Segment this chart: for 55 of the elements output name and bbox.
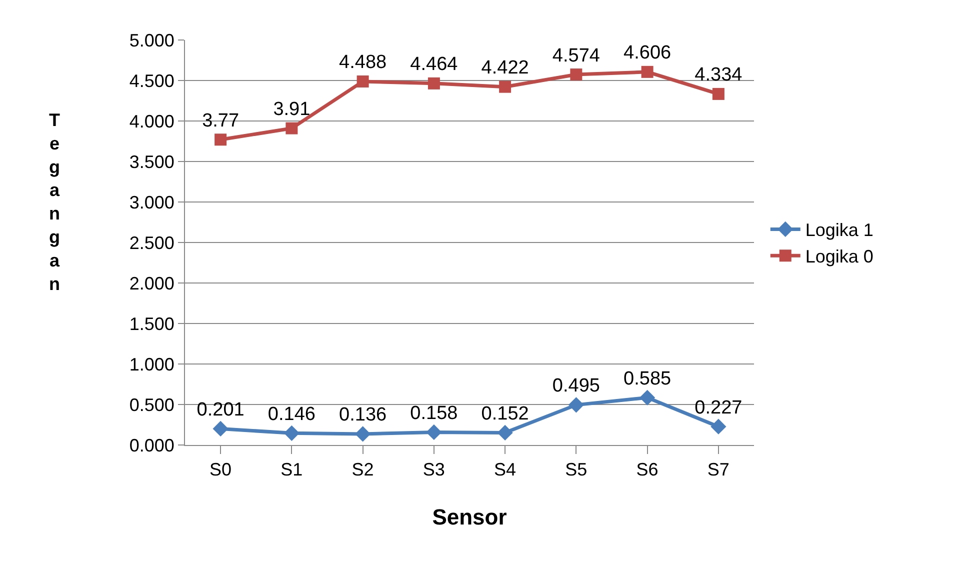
y-axis-title: Tegangan xyxy=(49,110,60,294)
point xyxy=(499,80,512,93)
point xyxy=(356,75,369,88)
point xyxy=(428,77,440,90)
y-tick-label: 2.000 xyxy=(129,273,174,294)
x-tick-label: S5 xyxy=(565,460,588,480)
point xyxy=(497,424,513,440)
point xyxy=(286,122,298,134)
data-label: 4.334 xyxy=(694,64,743,86)
data-label: 0.495 xyxy=(552,376,600,397)
data-label: 0.136 xyxy=(339,404,387,426)
legend-label: Logika 1 xyxy=(805,220,874,240)
data-label: 0.158 xyxy=(410,402,458,424)
data-label: 0.585 xyxy=(624,368,672,390)
data-label: 0.201 xyxy=(196,399,244,420)
point xyxy=(568,397,584,413)
data-label: 0.152 xyxy=(481,403,529,424)
y-tick-label: 4.500 xyxy=(129,70,174,91)
y-tick-label: 0.000 xyxy=(129,435,174,456)
x-tick-label: S4 xyxy=(494,460,516,480)
data-label: 3.77 xyxy=(202,110,240,132)
data-label: 0.146 xyxy=(268,404,316,425)
x-tick-label: S0 xyxy=(210,460,232,480)
data-label: 4.488 xyxy=(339,52,387,74)
y-tick-label: 1.000 xyxy=(129,354,174,374)
point xyxy=(710,418,726,434)
x-axis-title: Sensor xyxy=(432,504,508,530)
point xyxy=(570,68,582,81)
data-label: 4.574 xyxy=(552,45,600,66)
x-tick-label: S7 xyxy=(707,460,730,480)
x-tick-label: S1 xyxy=(280,460,303,480)
point xyxy=(214,134,227,146)
point xyxy=(212,420,228,437)
y-tick-label: 4.000 xyxy=(129,111,174,132)
point xyxy=(640,390,656,406)
data-label: 4.464 xyxy=(410,54,458,76)
point xyxy=(355,426,371,442)
data-label: 3.91 xyxy=(273,99,310,120)
x-tick-label: S3 xyxy=(422,460,445,480)
y-tick-label: 3.000 xyxy=(129,192,174,212)
x-tick-label: S6 xyxy=(636,460,658,480)
data-label: 4.606 xyxy=(624,42,672,64)
y-tick-label: 2.500 xyxy=(129,232,174,253)
point xyxy=(284,425,300,441)
point xyxy=(641,66,654,78)
y-tick-label: 3.500 xyxy=(129,152,174,172)
point xyxy=(426,424,442,440)
legend-label: Logika 0 xyxy=(805,246,874,267)
y-tick-label: 0.500 xyxy=(129,394,174,415)
x-tick-label: S2 xyxy=(352,460,374,480)
data-label: 0.227 xyxy=(694,397,742,418)
y-tick-label: 5.000 xyxy=(129,30,174,50)
point xyxy=(712,88,724,100)
data-label: 4.422 xyxy=(481,58,529,79)
y-tick-label: 1.500 xyxy=(129,314,174,334)
